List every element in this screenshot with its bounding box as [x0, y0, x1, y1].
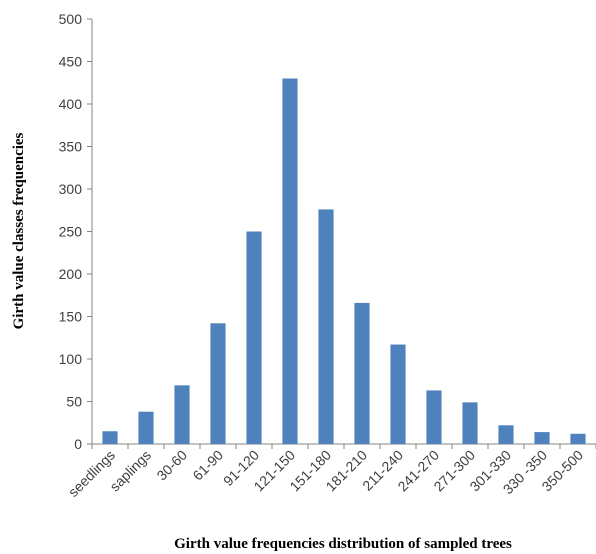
bar — [354, 302, 370, 444]
y-tick-label: 0 — [74, 436, 82, 452]
y-tick-label: 100 — [59, 351, 83, 367]
bar — [498, 425, 514, 444]
bar — [318, 209, 334, 444]
bar — [246, 231, 262, 444]
bar — [462, 402, 478, 444]
bars — [102, 78, 586, 444]
y-tick-label: 200 — [59, 266, 83, 282]
bar — [138, 411, 154, 444]
bar — [390, 344, 406, 444]
bar — [102, 431, 118, 444]
y-tick-label: 300 — [59, 181, 83, 197]
bar — [534, 432, 550, 444]
bar — [570, 433, 586, 444]
x-tick-label: seedlings — [65, 447, 118, 500]
y-axis: 0 50 100 150 200 250 300 350 400 450 500 — [59, 11, 93, 452]
bar — [426, 390, 442, 444]
bar — [174, 385, 190, 444]
y-tick-label: 500 — [59, 11, 83, 27]
y-tick-label: 400 — [59, 96, 83, 112]
y-tick-label: 250 — [59, 224, 83, 240]
y-tick-label: 50 — [66, 394, 82, 410]
y-tick-label: 350 — [59, 139, 83, 155]
y-tick-label: 450 — [59, 54, 83, 70]
x-axis-title: Girth value frequencies distribution of … — [174, 536, 512, 552]
y-axis-title: Girth value classes frequencies — [11, 132, 27, 329]
bar — [210, 323, 226, 444]
x-tick-label: 30-60 — [153, 447, 190, 484]
bar — [282, 78, 298, 444]
y-tick-label: 150 — [59, 309, 83, 325]
